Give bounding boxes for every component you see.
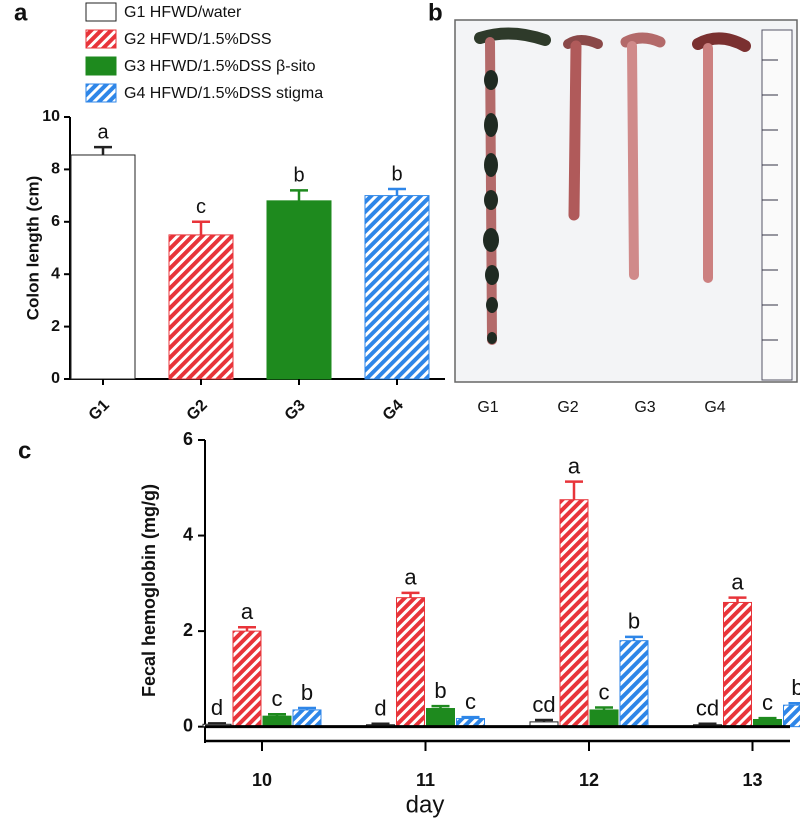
- significance-letter: c: [599, 679, 610, 704]
- error-bar: [290, 189, 308, 201]
- significance-letter: c: [272, 686, 283, 711]
- error-bar: [461, 715, 480, 719]
- y-tick-label: 4: [183, 524, 193, 544]
- error-bar: [388, 187, 406, 196]
- legend-label: G3 HFWD/1.5%DSS β-sito: [124, 58, 316, 75]
- legend-swatch: [85, 56, 117, 76]
- significance-letter: d: [211, 695, 223, 720]
- bar: [589, 709, 619, 728]
- significance-letter: c: [465, 689, 476, 714]
- bar: [364, 195, 430, 380]
- y-tick-label: 0: [183, 715, 193, 735]
- significance-letter: a: [404, 565, 417, 590]
- photo-label: G1: [477, 399, 498, 416]
- significance-letter: a: [568, 453, 581, 478]
- bar: [783, 704, 800, 728]
- x-tick-label: 11: [416, 770, 435, 790]
- error-bar: [788, 702, 800, 706]
- photo-label: G2: [557, 399, 578, 416]
- y-tick-label: 6: [183, 429, 193, 449]
- error-bar: [728, 596, 747, 603]
- bar: [168, 234, 234, 380]
- legend-swatch: [85, 29, 117, 49]
- photo-label: G4: [704, 399, 725, 416]
- error-bar: [431, 704, 450, 709]
- error-bar: [238, 626, 256, 632]
- significance-letter: a: [241, 599, 254, 624]
- error-bar: [94, 145, 112, 155]
- bar: [266, 200, 332, 380]
- bar: [262, 715, 292, 728]
- error-bar: [758, 716, 777, 720]
- legend-swatch: [85, 2, 117, 22]
- significance-letter: b: [628, 609, 640, 634]
- y-tick-label: 10: [42, 108, 60, 125]
- y-tick-label: 8: [51, 161, 60, 178]
- significance-letter: a: [731, 569, 744, 594]
- legend-label: G4 HFWD/1.5%DSS stigma: [124, 85, 323, 102]
- x-tick-label: G1: [86, 397, 113, 424]
- bar: [559, 499, 589, 728]
- x-tick-label: 13: [742, 770, 762, 790]
- significance-letter: d: [374, 696, 386, 721]
- y-tick-label: 6: [51, 213, 60, 230]
- significance-letter: c: [196, 196, 206, 218]
- legend-label: G1 HFWD/water: [124, 4, 242, 21]
- panel-label: b: [428, 0, 443, 26]
- significance-letter: c: [762, 690, 773, 715]
- y-tick-label: 2: [51, 318, 60, 335]
- significance-letter: b: [301, 680, 313, 705]
- bar: [292, 709, 322, 728]
- significance-letter: cd: [532, 692, 555, 717]
- error-bar: [625, 635, 643, 641]
- x-axis-label: day: [406, 791, 445, 818]
- colon-photo: [454, 19, 798, 383]
- x-tick-label: G3: [282, 397, 309, 424]
- bar: [232, 630, 262, 728]
- bar: [426, 708, 455, 728]
- legend-label: G2 HFWD/1.5%DSS: [124, 31, 272, 48]
- panel-label: c: [18, 437, 31, 464]
- y-tick-label: 0: [51, 370, 60, 387]
- photo-label: G3: [634, 399, 655, 416]
- error-bar: [401, 591, 420, 598]
- error-bar: [565, 480, 583, 500]
- error-bar: [298, 706, 316, 710]
- bar: [396, 597, 425, 728]
- error-bar: [595, 706, 613, 710]
- error-bar: [192, 220, 210, 235]
- x-tick-label: G4: [380, 397, 407, 424]
- significance-letter: a: [97, 121, 109, 143]
- significance-letter: b: [293, 165, 304, 187]
- panel-label: a: [14, 0, 28, 26]
- x-tick-label: G2: [184, 397, 211, 424]
- significance-letter: b: [791, 675, 800, 700]
- y-tick-label: 4: [51, 265, 60, 282]
- x-tick-label: 10: [252, 770, 272, 790]
- error-bar: [208, 722, 226, 725]
- error-bar: [268, 712, 286, 717]
- significance-letter: b: [434, 678, 446, 703]
- legend-swatch: [85, 83, 117, 103]
- significance-letter: cd: [696, 696, 719, 721]
- error-bar: [535, 718, 553, 722]
- y-axis-label: Colon length (cm): [23, 176, 42, 320]
- x-tick-label: 12: [579, 770, 599, 790]
- y-axis-label: Fecal hemoglobin (mg/g): [139, 484, 159, 697]
- bar: [723, 601, 752, 728]
- significance-letter: b: [391, 163, 402, 185]
- error-bar: [698, 722, 717, 726]
- y-tick-label: 2: [183, 620, 193, 640]
- bar: [619, 640, 649, 728]
- error-bar: [371, 722, 390, 726]
- bar: [70, 154, 136, 380]
